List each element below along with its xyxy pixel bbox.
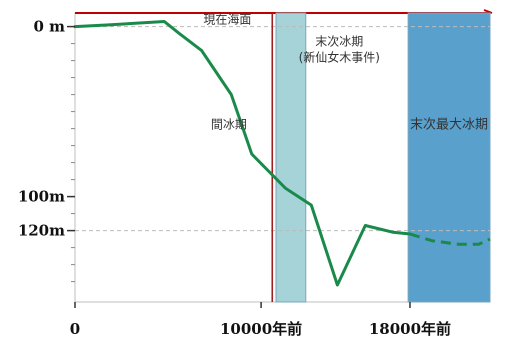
x-tick-label: 10000年前 xyxy=(220,320,302,338)
present-sea-level-label: 現在海面 xyxy=(203,12,251,27)
shaded-region-2-label: 末次最大冰期 xyxy=(410,117,488,133)
shaded-region-1-sublabel: (新仙女木事件) xyxy=(299,50,380,65)
x-tick-label: 0 xyxy=(70,320,80,338)
annotation-label-1: 間冰期 xyxy=(211,118,247,132)
shaded-region-2 xyxy=(407,12,491,303)
y-tick-label: 100m xyxy=(18,188,65,206)
frame-top-arrowhead xyxy=(483,9,493,14)
shaded-region-1 xyxy=(275,12,307,303)
y-tick-label: 0 m xyxy=(33,18,65,36)
shaded-period-layer xyxy=(275,12,491,303)
x-tick-label: 18000年前 xyxy=(369,320,451,338)
shaded-region-1-leader-line xyxy=(304,53,311,61)
y-tick-label: 120m xyxy=(18,222,65,240)
reference-line-layer xyxy=(75,13,490,302)
sea-level-line xyxy=(73,20,412,287)
shaded-region-1-label: 末次冰期 xyxy=(315,35,363,49)
sea-level-series-layer xyxy=(73,20,491,287)
axis-layer: 0 m 100m 120m 0 10000年前 18000年前 xyxy=(18,18,451,338)
sea-level-line-projected xyxy=(409,232,491,246)
